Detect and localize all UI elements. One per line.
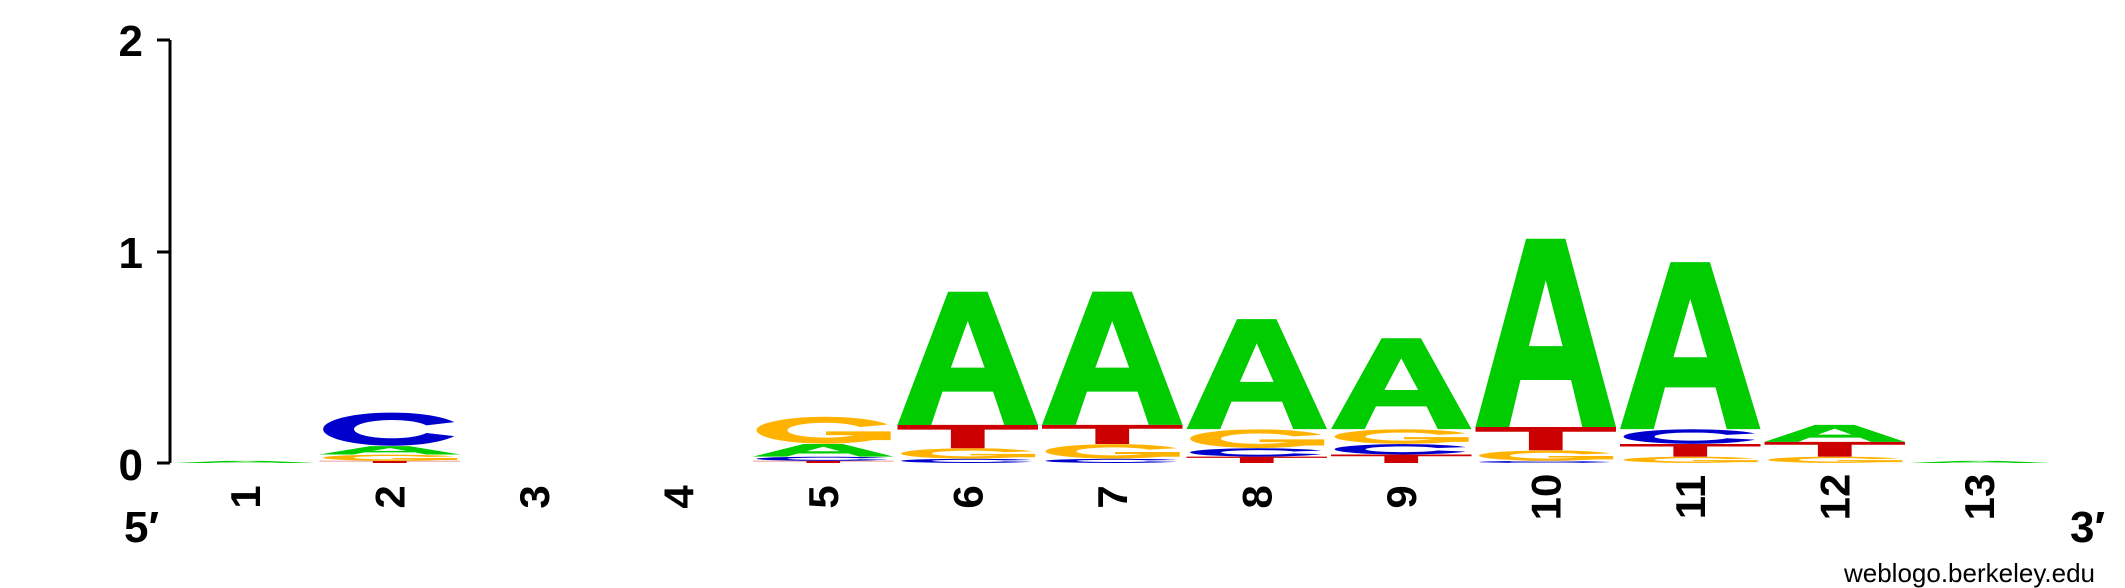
letter-G-pos-7 (1045, 444, 1180, 459)
position-label-10: 10 (1522, 474, 1569, 521)
position-label-9: 9 (1378, 485, 1425, 508)
position-label-8: 8 (1233, 485, 1280, 508)
position-label-7: 7 (1089, 485, 1136, 508)
letter-T-pos-12 (1764, 441, 1905, 457)
letter-G-pos-2 (323, 454, 458, 461)
five-prime-label: 5′ (124, 503, 159, 552)
letter-T-pos-5 (753, 460, 894, 463)
letter-C-pos-9 (1334, 444, 1466, 455)
letter-A-pos-12 (1764, 424, 1905, 442)
letter-T-pos-6 (897, 424, 1038, 449)
letter-A-pos-5 (753, 443, 894, 457)
three-prime-label: 3′ (2070, 503, 2105, 552)
letter-C-pos-8 (1190, 448, 1322, 457)
letter-C-pos-7 (1045, 458, 1177, 463)
credit-text: weblogo.berkeley.edu (1843, 558, 2095, 588)
letter-A-pos-6 (897, 291, 1038, 425)
letter-A-pos-9 (1331, 338, 1472, 430)
letter-T-pos-7 (1042, 424, 1183, 444)
letter-A-pos-2 (319, 446, 460, 455)
y-tick-label-0: 0 (119, 441, 143, 490)
letter-A-pos-1 (175, 460, 316, 463)
letter-A-pos-10 (1475, 238, 1616, 428)
position-label-4: 4 (655, 485, 702, 509)
position-label-12: 12 (1811, 474, 1858, 521)
letter-G-pos-11 (1623, 456, 1758, 463)
letter-C-pos-10 (1479, 460, 1611, 463)
y-tick-label-2: 2 (119, 17, 143, 66)
letter-A-pos-7 (1042, 291, 1183, 425)
letter-G-pos-9 (1334, 429, 1469, 444)
letter-C-pos-5 (756, 456, 888, 461)
letter-G-pos-12 (1768, 456, 1903, 463)
letter-T-pos-11 (1620, 443, 1761, 457)
position-label-1: 1 (222, 485, 269, 508)
letter-T-pos-2 (319, 460, 460, 463)
letter-stacks (175, 238, 2050, 463)
letter-G-pos-5 (756, 416, 891, 444)
position-labels: 1 2 3 4 5 6 7 8 9 10 11 12 13 (222, 474, 2003, 521)
position-label-2: 2 (366, 485, 413, 508)
letter-C-pos-2 (323, 412, 455, 446)
position-label-6: 6 (944, 485, 991, 508)
letter-G-pos-6 (901, 448, 1036, 459)
letter-T-pos-10 (1475, 427, 1616, 451)
letter-T-pos-8 (1186, 456, 1327, 463)
letter-T-pos-9 (1331, 454, 1472, 463)
letter-C-pos-11 (1623, 429, 1755, 444)
letter-A-pos-11 (1620, 262, 1761, 430)
y-axis: 0 1 2 (119, 17, 172, 490)
letter-G-pos-10 (1479, 450, 1614, 461)
position-label-3: 3 (511, 485, 558, 508)
letter-G-pos-8 (1190, 429, 1325, 448)
letter-A-pos-13 (1909, 460, 2050, 463)
position-label-11: 11 (1667, 475, 1714, 519)
position-label-13: 13 (1956, 474, 2003, 521)
letter-A-pos-8 (1186, 319, 1327, 430)
y-tick-label-1: 1 (119, 229, 143, 278)
letter-C-pos-6 (901, 458, 1033, 463)
position-label-5: 5 (800, 485, 847, 508)
